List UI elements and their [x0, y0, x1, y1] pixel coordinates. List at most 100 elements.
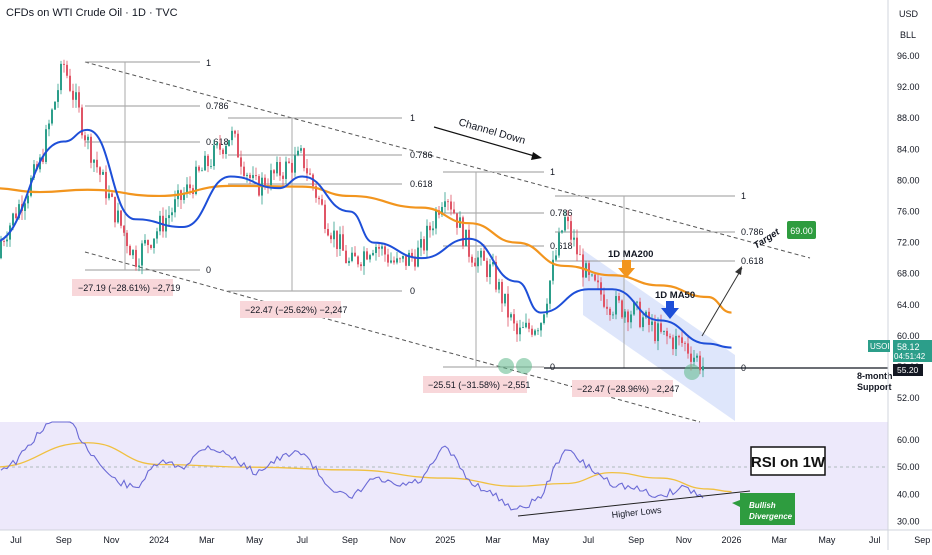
candle-body: [669, 336, 671, 338]
candle-body: [630, 314, 632, 323]
ma200-line: [0, 184, 732, 314]
candle-body: [135, 249, 137, 267]
candle-body: [45, 129, 47, 162]
candle-body: [318, 197, 320, 200]
candle-body: [6, 239, 8, 242]
candle-body: [279, 162, 281, 176]
candle-body: [402, 256, 404, 259]
candle-body: [651, 321, 653, 325]
candle-body: [300, 148, 302, 151]
time-tick-label: Sep: [56, 535, 72, 545]
candle-body: [534, 330, 536, 335]
candle-body: [663, 330, 665, 332]
candle-body: [702, 366, 704, 371]
candle-body: [390, 260, 392, 263]
unit-label[interactable]: BLL: [900, 30, 916, 40]
candle-body: [543, 314, 545, 324]
candle-body: [198, 166, 200, 171]
candle-body: [150, 245, 152, 248]
candle-body: [474, 262, 476, 267]
candle-body: [129, 246, 131, 256]
price-tick-label: 72.00: [897, 238, 920, 248]
candle-body: [138, 265, 140, 267]
time-tick-label: Mar: [199, 535, 215, 545]
candle-body: [15, 213, 17, 219]
ma50-line: [0, 128, 732, 349]
candle-body: [291, 162, 293, 173]
candle-body: [561, 230, 563, 233]
candle-body: [477, 257, 479, 267]
fib4-top: 1: [741, 191, 746, 201]
candle-body: [429, 225, 431, 231]
measure-box-1: [72, 279, 173, 296]
candle-body: [228, 140, 230, 147]
measure-box-3: [423, 376, 527, 393]
candle-body: [516, 323, 518, 335]
candle-body: [492, 262, 494, 265]
candle-body: [297, 150, 299, 156]
measure-label-4: −22.47 (−28.96%) −2,247: [577, 384, 679, 394]
candle-body: [363, 251, 365, 267]
candle-body: [75, 92, 77, 100]
candle-body: [555, 255, 557, 260]
symbol-badge-text: USOIL: [870, 342, 895, 351]
candle-body: [441, 206, 443, 215]
candle-body: [69, 75, 71, 91]
candle-body: [576, 237, 578, 255]
time-tick-label: Jul: [10, 535, 22, 545]
rsi-tick-label: 60.00: [897, 435, 920, 445]
candle-body: [309, 173, 311, 175]
candle-body: [618, 296, 620, 301]
candle-body: [54, 101, 56, 110]
candle-body: [249, 174, 251, 179]
candle-body: [615, 296, 617, 315]
candle-body: [225, 146, 227, 155]
candle-body: [66, 64, 68, 76]
candle-body: [570, 221, 572, 240]
candle-body: [495, 262, 497, 290]
fib2-top: 1: [410, 113, 415, 123]
measure-lines: [124, 62, 625, 368]
candle-body: [468, 229, 470, 257]
candle-body: [351, 252, 353, 261]
candle-body: [342, 234, 344, 251]
candle-body: [33, 164, 35, 178]
symbol-badge: [868, 340, 890, 352]
time-tick-label: 2024: [149, 535, 169, 545]
candle-body: [210, 166, 212, 167]
support-price-value: 55.20: [897, 365, 919, 375]
candle-body: [102, 171, 104, 175]
candle-body: [330, 235, 332, 240]
time-tick-label: May: [246, 535, 264, 545]
channel-upper-line: [84, 61, 811, 259]
bullish-divergence-line2: Divergence: [749, 512, 793, 521]
fib1-zero: 0: [206, 265, 211, 275]
fib2-618: 0.618: [410, 179, 433, 189]
candle-body: [372, 252, 374, 256]
candle-body: [183, 193, 185, 200]
time-tick-label: Mar: [485, 535, 501, 545]
candle-body: [423, 239, 425, 251]
candle-body: [315, 186, 317, 198]
candle-body: [243, 166, 245, 176]
candle-body: [234, 130, 236, 134]
ma200-annotation: 1D MA200: [608, 249, 653, 260]
time-tick-label: Sep: [342, 535, 358, 545]
candle-body: [252, 175, 254, 179]
candle-body: [96, 159, 98, 168]
currency-label[interactable]: USD: [899, 9, 919, 19]
candle-body: [444, 201, 446, 207]
candle-body: [42, 157, 44, 162]
price-tick-label: 96.00: [897, 51, 920, 61]
price-tick-label: 92.00: [897, 82, 920, 92]
candle-body: [213, 145, 215, 167]
candle-body: [678, 335, 680, 338]
candle-body: [333, 230, 335, 240]
candle-body: [30, 177, 32, 196]
candle-body: [105, 171, 107, 199]
fib3-top: 1: [550, 167, 555, 177]
candle-body: [111, 193, 113, 197]
candle-body: [60, 63, 62, 91]
candle-body: [594, 274, 596, 281]
